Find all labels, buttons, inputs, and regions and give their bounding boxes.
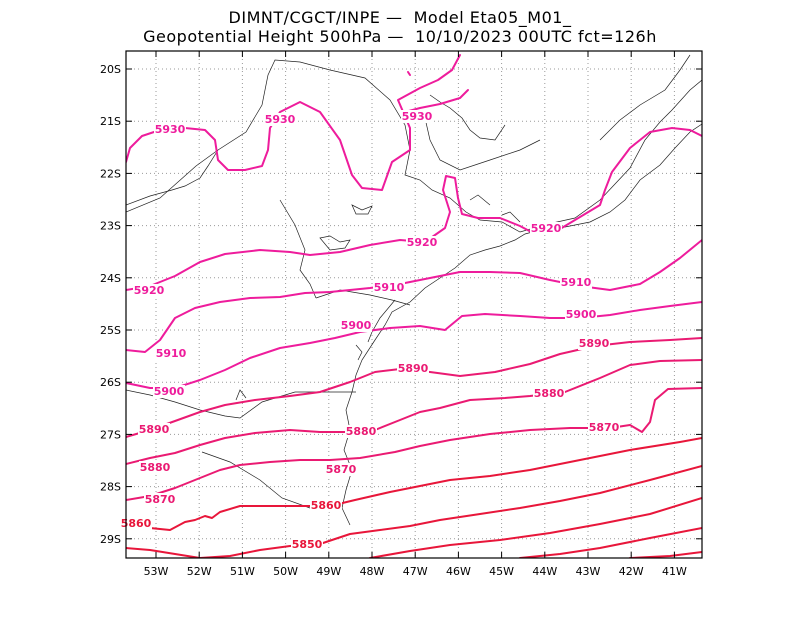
coastline-and-borders xyxy=(126,54,702,526)
map-title-line-2: Geopotential Height 500hPa — 10/10/2023 … xyxy=(143,27,657,46)
contour-5930-east xyxy=(404,89,469,113)
contour-label: 5920 xyxy=(407,236,438,249)
contour-label: 5880 xyxy=(140,461,171,474)
contour-label: 5890 xyxy=(139,423,170,436)
contour-label: 5870 xyxy=(326,463,357,476)
contour-5830 xyxy=(519,527,702,558)
contour-label: 5930 xyxy=(155,123,186,136)
lat-tick-label: 26S xyxy=(100,376,121,389)
lon-tick-label: 51W xyxy=(230,565,255,578)
contour-label: 5860 xyxy=(121,517,152,530)
contour-label: 5930 xyxy=(265,113,296,126)
axis-ticks xyxy=(126,51,702,558)
lat-tick-label: 20S xyxy=(100,63,121,76)
contour-5870 xyxy=(126,387,702,501)
contour-label: 5870 xyxy=(589,421,620,434)
contour-label: 5890 xyxy=(398,362,429,375)
contour-label: 5930 xyxy=(402,110,433,123)
lon-tick-label: 49W xyxy=(316,565,341,578)
contour-label: 5850 xyxy=(292,538,323,551)
contour-5910 xyxy=(126,239,702,353)
lon-tick-label: 41W xyxy=(662,565,687,578)
lat-tick-label: 23S xyxy=(100,220,121,233)
lon-tick-label: 48W xyxy=(360,565,385,578)
lon-tick-label: 46W xyxy=(446,565,471,578)
contour-label: 5880 xyxy=(346,425,377,438)
lat-tick-label: 25S xyxy=(100,324,121,337)
graticule xyxy=(126,51,702,558)
lon-tick-label: 53W xyxy=(144,565,169,578)
contour-5880 xyxy=(126,359,702,465)
map-frame xyxy=(125,50,703,559)
lon-tick-label: 44W xyxy=(532,565,557,578)
lon-tick-label: 52W xyxy=(187,565,212,578)
lon-tick-label: 50W xyxy=(273,565,298,578)
latitude-labels: 20S 21S 22S 23S 24S 25S 26S 27S 28S 29S xyxy=(100,63,121,546)
contour-label: 5900 xyxy=(566,308,597,321)
lat-tick-label: 24S xyxy=(100,272,121,285)
contour-5850 xyxy=(126,465,702,558)
contour-label: 5910 xyxy=(156,347,187,360)
lat-tick-label: 28S xyxy=(100,481,121,494)
lat-tick-label: 27S xyxy=(100,428,121,441)
contour-5820 xyxy=(629,551,702,558)
longitude-labels: 53W 52W 51W 50W 49W 48W 47W 46W 45W 44W 43W 42W 41W xyxy=(144,565,687,578)
lon-tick-label: 47W xyxy=(403,565,428,578)
contour-5920 xyxy=(126,127,702,291)
contour-label: 5870 xyxy=(145,493,176,506)
lat-tick-label: 22S xyxy=(100,167,121,180)
contour-label: 5920 xyxy=(531,222,562,235)
contour-label: 5900 xyxy=(154,385,185,398)
contour-label: 5920 xyxy=(134,284,165,297)
map-title-line-1: DIMNT/CGCT/INPE — Model Eta05_M01_ xyxy=(228,8,572,27)
lat-tick-label: 29S xyxy=(100,533,121,546)
contour-label: 5910 xyxy=(374,281,405,294)
geopotential-contours xyxy=(126,54,702,558)
contour-label: 5880 xyxy=(534,387,565,400)
contour-5930-island xyxy=(407,71,411,76)
lon-tick-label: 42W xyxy=(619,565,644,578)
contour-5840 xyxy=(369,497,702,558)
lon-tick-label: 45W xyxy=(489,565,514,578)
contour-label: 5890 xyxy=(579,337,610,350)
contour-labels: 5930 5930 5930 5920 5920 5920 5910 5910 … xyxy=(121,110,620,551)
contour-label: 5900 xyxy=(341,319,372,332)
contour-5860 xyxy=(126,437,702,531)
contour-label: 5910 xyxy=(561,276,592,289)
contour-label: 5860 xyxy=(311,499,342,512)
contour-5900 xyxy=(126,301,702,389)
lon-tick-label: 43W xyxy=(576,565,601,578)
lat-tick-label: 21S xyxy=(100,115,121,128)
